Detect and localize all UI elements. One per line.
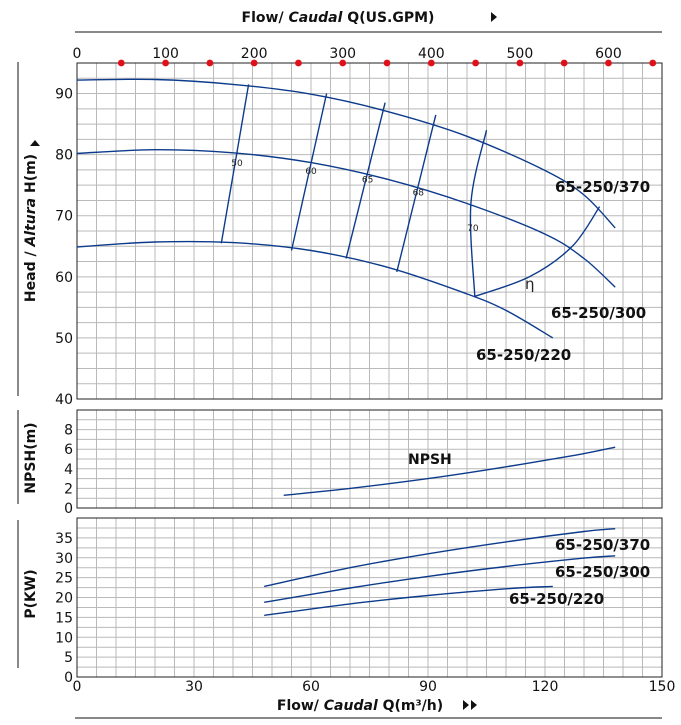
- gpm-marker-dot: [162, 59, 169, 67]
- gpm-marker-dot: [649, 59, 657, 67]
- x-tick-label: 0: [73, 679, 82, 695]
- gpm-tick-label: 300: [329, 46, 356, 62]
- efficiency-contour-label: 68: [413, 188, 425, 198]
- x-tick-label: 150: [649, 679, 676, 695]
- npsh-y-tick-label: 0: [64, 501, 73, 517]
- power-curve-label-300: 65-250/300: [555, 563, 650, 581]
- gpm-tick-label: 100: [152, 46, 179, 62]
- npsh-y-tick-label: 6: [64, 442, 73, 458]
- efficiency-contour-label: 60: [305, 167, 317, 177]
- head-y-tick-label: 70: [55, 209, 73, 225]
- efficiency-eta-label: η: [525, 275, 535, 293]
- power-y-tick-label: 10: [55, 630, 73, 646]
- efficiency-contour-label: 50: [231, 159, 243, 169]
- efficiency-contour-70: [469, 130, 488, 297]
- power-curve-65-250-220: [264, 585, 553, 617]
- npsh-y-tick-label: 8: [64, 423, 73, 439]
- gpm-marker-dot: [472, 59, 480, 67]
- power-y-tick-label: 30: [55, 551, 73, 567]
- efficiency-contour-label: 70: [467, 224, 479, 234]
- power-frame: [76, 517, 663, 678]
- power-y-tick-label: 0: [64, 670, 73, 686]
- efficiency-contour-60: [290, 93, 328, 251]
- efficiency-contour-label: 65: [362, 176, 373, 186]
- npsh-curve-npsh: [283, 446, 616, 496]
- efficiency-contour-50: [220, 84, 250, 244]
- head-y-tick-label: 40: [55, 392, 73, 408]
- gpm-marker-dot: [339, 59, 347, 67]
- head-curve-label-300: 65-250/300: [551, 304, 646, 322]
- gpm-marker-dot: [605, 59, 612, 67]
- gpm-marker-dot: [427, 59, 435, 67]
- power-curve-65-250-300: [264, 555, 616, 603]
- power-curve-label-220: 65-250/220: [509, 590, 604, 608]
- gpm-marker-dot: [295, 59, 302, 67]
- gpm-tick-label: 600: [595, 46, 622, 62]
- npsh-y-tick-label: 4: [64, 462, 73, 478]
- top-axis-title: Flow/ Caudal Q(US.GPM): [242, 10, 435, 26]
- npsh-frame: [76, 409, 663, 509]
- power-curve-65-250-370: [264, 528, 616, 588]
- head-axis-title: Head / Altura H(m): [23, 154, 39, 302]
- head-curve-label-220: 65-250/220: [476, 346, 571, 364]
- head-curve-65-250-300: [76, 148, 616, 288]
- x-tick-label: 30: [185, 679, 203, 695]
- head-frame: [76, 62, 663, 400]
- gpm-tick-label: 0: [73, 46, 82, 62]
- power-y-tick-label: 5: [64, 650, 73, 666]
- gpm-marker-dot: [250, 59, 258, 67]
- head-y-tick-label: 90: [55, 87, 73, 103]
- top-arrow-icon: [491, 12, 497, 22]
- gpm-tick-label: 500: [507, 46, 534, 62]
- x-tick-label: 90: [419, 679, 437, 695]
- gpm-tick-label: 200: [241, 46, 268, 62]
- head-curve-65-250-370: [76, 78, 616, 229]
- efficiency-envelope-curve: [474, 206, 601, 298]
- gpm-marker-dot: [383, 59, 391, 67]
- head-y-tick-label: 80: [55, 148, 73, 164]
- head-arrow-icon: [30, 140, 40, 146]
- power-y-tick-label: 25: [55, 571, 73, 587]
- head-curve-label-370: 65-250/370: [555, 178, 650, 196]
- gpm-marker-dot: [206, 59, 214, 67]
- power-axis-title: P(KW): [23, 569, 39, 618]
- power-y-tick-label: 20: [55, 591, 73, 607]
- bottom-axis-title: Flow/ Caudal Q(m³/h): [277, 698, 443, 714]
- head-y-tick-label: 50: [55, 331, 73, 347]
- power-y-tick-label: 35: [55, 531, 73, 547]
- gpm-marker-dot: [560, 59, 568, 67]
- x-tick-label: 120: [532, 679, 559, 695]
- gpm-marker-dot: [117, 59, 125, 67]
- power-y-tick-label: 15: [55, 610, 73, 626]
- power-curve-label-370: 65-250/370: [555, 536, 650, 554]
- efficiency-contour-65: [345, 102, 386, 259]
- npsh-y-tick-label: 2: [64, 481, 73, 497]
- npsh-axis-title: NPSH(m): [23, 422, 39, 493]
- gpm-marker-dot: [516, 59, 524, 67]
- head-curve-65-250-220: [76, 240, 554, 339]
- npsh-curve-label: NPSH: [408, 452, 452, 468]
- x-tick-label: 60: [302, 679, 320, 695]
- head-y-tick-label: 60: [55, 270, 73, 286]
- gpm-tick-label: 400: [418, 46, 445, 62]
- bottom-arrows-icon: [463, 700, 477, 710]
- efficiency-contour-68: [396, 114, 437, 273]
